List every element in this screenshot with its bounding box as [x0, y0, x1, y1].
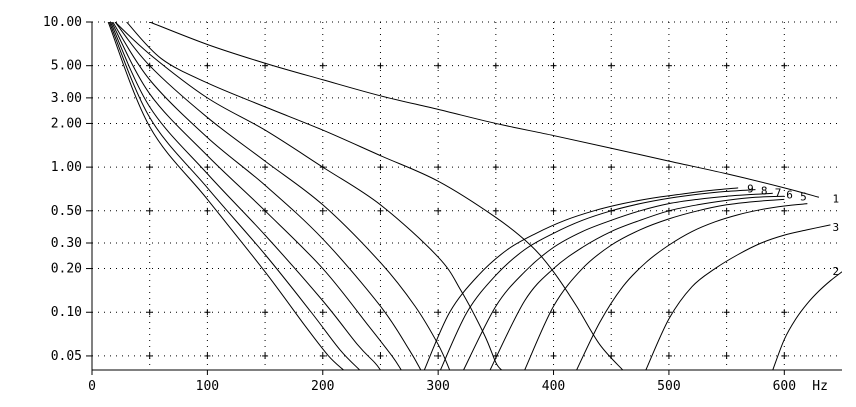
- x-tick-label: 300: [426, 379, 449, 394]
- x-tick-label: 100: [196, 379, 219, 394]
- series-line-8-rising: [440, 189, 756, 370]
- series-line-1: [149, 22, 820, 198]
- curve-label-6: 6: [786, 188, 793, 201]
- curve-label-8: 8: [761, 184, 768, 197]
- x-unit-label: Hz: [812, 379, 828, 394]
- series-line-4-rising: [576, 203, 808, 370]
- y-tick-label: 0.05: [51, 349, 82, 364]
- series-line-3-rising: [645, 224, 831, 370]
- series-line-4: [114, 22, 451, 370]
- x-tick-label: 600: [773, 379, 796, 394]
- curve-label-3: 3: [832, 221, 839, 234]
- x-tick-label: 0: [88, 379, 96, 394]
- series-line-6: [111, 22, 402, 370]
- series-line-3: [114, 22, 503, 370]
- curve-label-9: 9: [747, 183, 754, 196]
- curve-label-2: 2: [832, 265, 839, 278]
- y-tick-label: 0.10: [51, 305, 82, 320]
- y-tick-label: 1.00: [51, 160, 82, 175]
- curve-label-5: 5: [800, 190, 807, 203]
- x-tick-label: 200: [311, 379, 334, 394]
- y-tick-label: 5.00: [51, 59, 82, 74]
- x-tick-label: 500: [657, 379, 680, 394]
- series-line-2-rising: [772, 271, 842, 370]
- curve-label-7: 7: [775, 186, 782, 199]
- series-line-8: [108, 22, 361, 370]
- x-tick-label: 400: [542, 379, 565, 394]
- series-line-9: [107, 22, 344, 370]
- y-tick-label: 10.00: [43, 15, 82, 30]
- series-line-5-rising: [524, 198, 785, 370]
- y-tick-label: 2.00: [51, 116, 82, 131]
- series-line-9-rising: [423, 187, 739, 370]
- series-line-7: [110, 22, 381, 370]
- y-tick-label: 0.30: [51, 236, 82, 251]
- series-line-6-rising: [489, 195, 785, 370]
- series-line-5: [112, 22, 422, 370]
- y-tick-label: 3.00: [51, 91, 82, 106]
- curve-label-1: 1: [832, 192, 839, 205]
- y-tick-label: 0.20: [51, 262, 82, 277]
- series-line-2: [126, 22, 624, 370]
- y-tick-label: 0.50: [51, 204, 82, 219]
- series-line-7-rising: [463, 192, 773, 370]
